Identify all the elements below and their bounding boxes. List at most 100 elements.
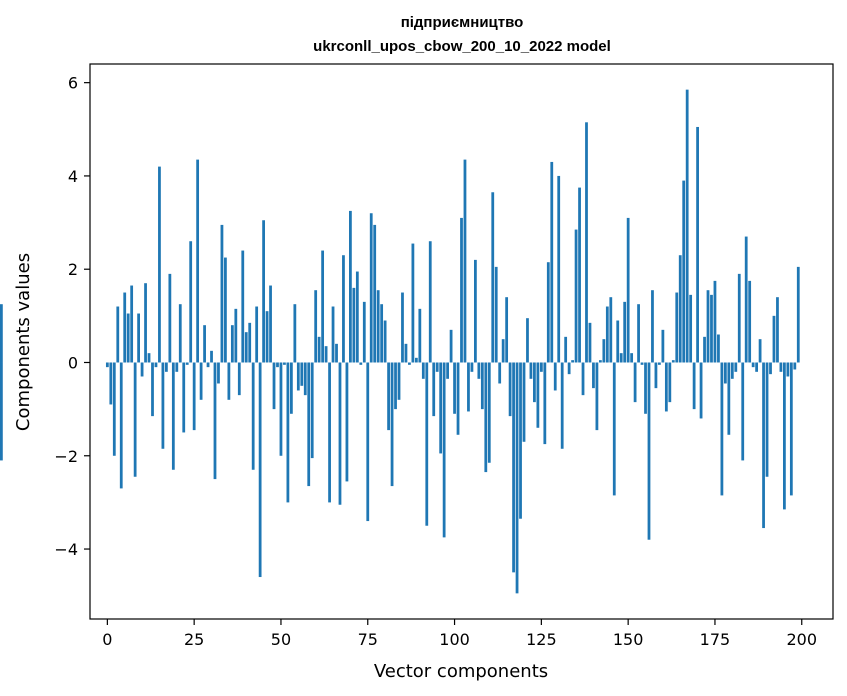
bar-84: [397, 362, 401, 400]
bar-145: [609, 297, 613, 363]
bar-57: [303, 362, 307, 396]
bar-188: [758, 339, 762, 363]
bar-122: [529, 362, 533, 379]
bar-14: [154, 362, 158, 368]
bar-105: [470, 362, 474, 372]
x-axis-ticks: 0 25 50 75 100 125 150 175 200: [102, 619, 817, 649]
bar-176: [717, 334, 720, 363]
bar-130: [557, 175, 561, 363]
bar-77: [373, 224, 377, 363]
bar-107: [477, 362, 481, 379]
bar-123: [533, 362, 536, 403]
bar-43: [255, 306, 259, 363]
bar-135: [574, 229, 578, 363]
bar-10: [140, 362, 144, 377]
bar-88: [411, 243, 415, 363]
bar-75: [366, 362, 370, 522]
bar-4: [119, 362, 123, 489]
bar-81: [387, 362, 390, 431]
bar-89: [414, 357, 418, 363]
bar-150: [626, 217, 630, 363]
x-tick-label: 50: [271, 630, 291, 649]
bar-31: [213, 362, 217, 480]
y-tick-label: 0: [68, 353, 78, 372]
bar-165: [678, 255, 682, 363]
bar-157: [651, 290, 654, 363]
bar-101: [456, 362, 460, 435]
bar-133: [567, 362, 571, 375]
bar-98: [446, 362, 449, 379]
bar-15: [158, 166, 161, 363]
y-tick-label: −2: [54, 447, 78, 466]
bar-undefined: [0, 304, 3, 363]
bar-112: [494, 266, 498, 363]
bar-28: [203, 325, 206, 363]
bar-42: [251, 362, 255, 470]
bar-173: [706, 290, 710, 363]
bar-33: [220, 224, 224, 363]
bar-160: [661, 329, 665, 363]
bar-67: [338, 362, 342, 505]
bar-158: [654, 362, 658, 389]
x-tick-label: 0: [102, 630, 112, 649]
bar-124: [536, 362, 540, 428]
bar-125: [539, 362, 543, 372]
bar-104: [467, 362, 470, 412]
bar-59: [310, 362, 314, 459]
bar-78: [376, 290, 380, 363]
y-tick-label: 6: [68, 74, 78, 93]
bar-116: [508, 362, 512, 417]
bar-169: [692, 362, 696, 410]
bar-100: [453, 362, 456, 414]
bar-95: [435, 362, 439, 372]
bar-7: [130, 285, 134, 363]
bar-70: [349, 210, 352, 363]
bar-74: [362, 301, 366, 363]
bar-25: [192, 362, 196, 431]
bar-87: [408, 362, 411, 365]
bar-114: [501, 339, 505, 363]
bar-110: [487, 362, 491, 463]
bar-159: [658, 362, 661, 365]
bar-187: [755, 362, 759, 372]
bar-178: [723, 362, 727, 384]
bar-46: [265, 311, 269, 363]
bar-166: [682, 180, 686, 363]
bar-27: [199, 362, 203, 400]
bar-171: [699, 362, 703, 419]
bar-192: [772, 315, 776, 363]
bar-82: [390, 362, 394, 487]
bar-35: [227, 362, 231, 400]
bar-32: [217, 362, 220, 384]
bar-146: [612, 362, 616, 496]
bar-190: [765, 362, 769, 477]
bar-183: [741, 362, 745, 461]
bar-3: [116, 306, 120, 363]
bar-56: [300, 362, 304, 386]
bar-72: [355, 271, 359, 363]
bar-179: [727, 362, 731, 435]
bar-58: [307, 362, 311, 487]
bar-196: [786, 362, 790, 377]
x-axis-label: Vector components: [374, 661, 548, 682]
y-axis-ticks: −4 −2 0 2 4 6: [54, 74, 90, 559]
bar-68: [342, 255, 345, 363]
bar-11: [144, 283, 147, 363]
bar-181: [734, 362, 738, 372]
bar-17: [164, 362, 168, 372]
bar-142: [598, 360, 602, 363]
bar-161: [664, 362, 668, 412]
bar-45: [262, 220, 265, 363]
bar-189: [762, 362, 765, 529]
bar-115: [505, 297, 509, 363]
x-tick-label: 125: [526, 630, 557, 649]
bar-53: [289, 362, 293, 414]
bar-47: [269, 285, 272, 363]
bar-149: [623, 301, 627, 363]
bar-170: [696, 126, 699, 363]
bar-24: [189, 241, 193, 363]
x-tick-label: 150: [613, 630, 644, 649]
bar-23: [185, 362, 189, 365]
bar-198: [793, 362, 797, 370]
